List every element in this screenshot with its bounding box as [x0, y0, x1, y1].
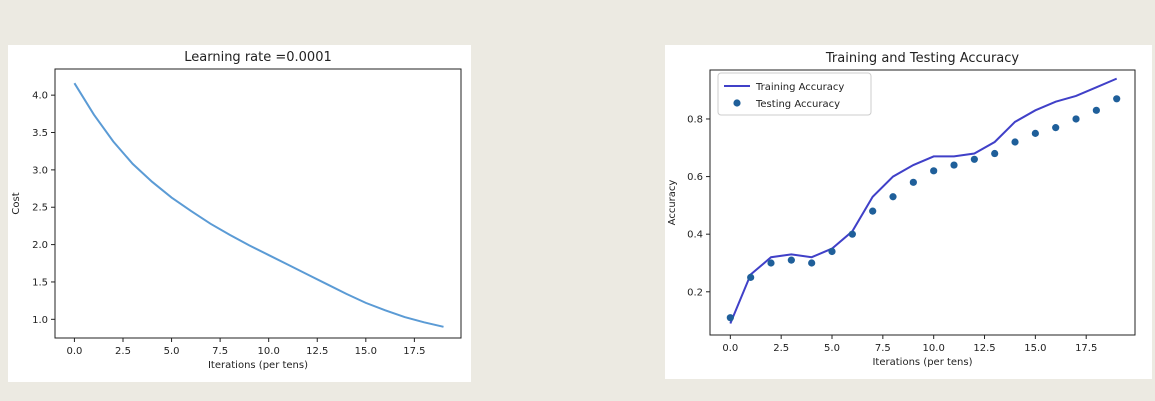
x-tick-label: 17.5 — [403, 346, 425, 357]
series-line — [73, 82, 444, 328]
data-point — [889, 193, 897, 201]
x-tick-label: 17.5 — [1075, 343, 1097, 354]
y-tick-label: 3.5 — [32, 128, 48, 139]
y-tick-label: 0.6 — [687, 172, 703, 183]
x-tick-label: 5.0 — [824, 343, 840, 354]
x-tick-label: 2.5 — [115, 346, 131, 357]
x-tick-label: 0.0 — [722, 343, 738, 354]
chart-title: Training and Testing Accuracy — [825, 51, 1020, 66]
data-point — [1072, 115, 1080, 123]
data-point — [1052, 124, 1060, 132]
data-point — [930, 167, 938, 175]
data-point — [726, 314, 734, 322]
legend-frame — [717, 72, 872, 116]
x-tick-label: 12.5 — [306, 346, 328, 357]
x-tick-label: 0.0 — [66, 346, 82, 357]
x-tick-label: 15.0 — [355, 346, 377, 357]
cost-chart: Learning rate =0.0001 0.0 2.5 5.0 7.5 10.0 12.… — [11, 50, 462, 371]
x-tick-label: 7.5 — [212, 346, 228, 357]
data-point — [1092, 106, 1100, 114]
data-point — [747, 273, 755, 281]
x-axis-label: Iterations (per tens) — [208, 360, 308, 371]
cost-chart-panel: Learning rate =0.0001 0.0 2.5 5.0 7.5 10.0 12.… — [8, 45, 471, 382]
data-point — [848, 230, 856, 238]
x-tick-label: 15.0 — [1024, 343, 1046, 354]
legend-marker — [733, 99, 741, 107]
data-point — [950, 161, 958, 169]
y-tick-label: 2.0 — [32, 240, 48, 251]
y-tick-label: 1.0 — [32, 315, 48, 326]
legend: Training Accuracy Testing Accuracy — [717, 72, 872, 116]
data-point — [970, 155, 978, 163]
x-axis-label: Iterations (per tens) — [872, 357, 972, 368]
chart-title: Learning rate =0.0001 — [184, 50, 332, 65]
x-tick-label: 7.5 — [875, 343, 891, 354]
data-point — [1113, 95, 1121, 103]
data-point — [869, 207, 877, 215]
x-tick-label: 2.5 — [773, 343, 789, 354]
data-point — [909, 178, 917, 186]
x-tick-label: 5.0 — [164, 346, 180, 357]
y-tick-label: 1.5 — [32, 277, 48, 288]
legend-label: Testing Accuracy — [755, 99, 840, 110]
series-0 — [73, 82, 444, 328]
y-axis-label: Accuracy — [667, 180, 678, 226]
x-tick-label: 10.0 — [258, 346, 280, 357]
axes-frame — [54, 68, 462, 339]
x-tick-label: 10.0 — [923, 343, 945, 354]
y-tick-label: 3.0 — [32, 165, 48, 176]
data-point — [1011, 138, 1019, 146]
data-point — [1031, 129, 1039, 137]
y-tick-label: 4.0 — [32, 91, 48, 102]
data-point — [767, 259, 775, 267]
y-tick-label: 2.5 — [32, 203, 48, 214]
series-line — [729, 77, 1118, 324]
y-tick-label: 0.8 — [687, 114, 703, 125]
legend-label: Training Accuracy — [755, 82, 844, 93]
axes-frame — [709, 69, 1136, 336]
x-tick-label: 12.5 — [973, 343, 995, 354]
data-point — [787, 256, 795, 264]
accuracy-chart-panel: Training and Testing Accuracy 0.0 2.5 5.0 7.… — [665, 45, 1152, 379]
series-1 — [726, 95, 1121, 322]
y-axis-label: Cost — [11, 192, 22, 214]
series-0 — [729, 77, 1118, 324]
accuracy-chart: Training and Testing Accuracy 0.0 2.5 5.0 7.… — [667, 51, 1136, 368]
y-tick-label: 0.2 — [687, 287, 703, 298]
data-point — [828, 247, 836, 256]
y-tick-label: 0.4 — [687, 230, 703, 241]
data-point — [808, 259, 816, 267]
data-point — [991, 149, 999, 158]
